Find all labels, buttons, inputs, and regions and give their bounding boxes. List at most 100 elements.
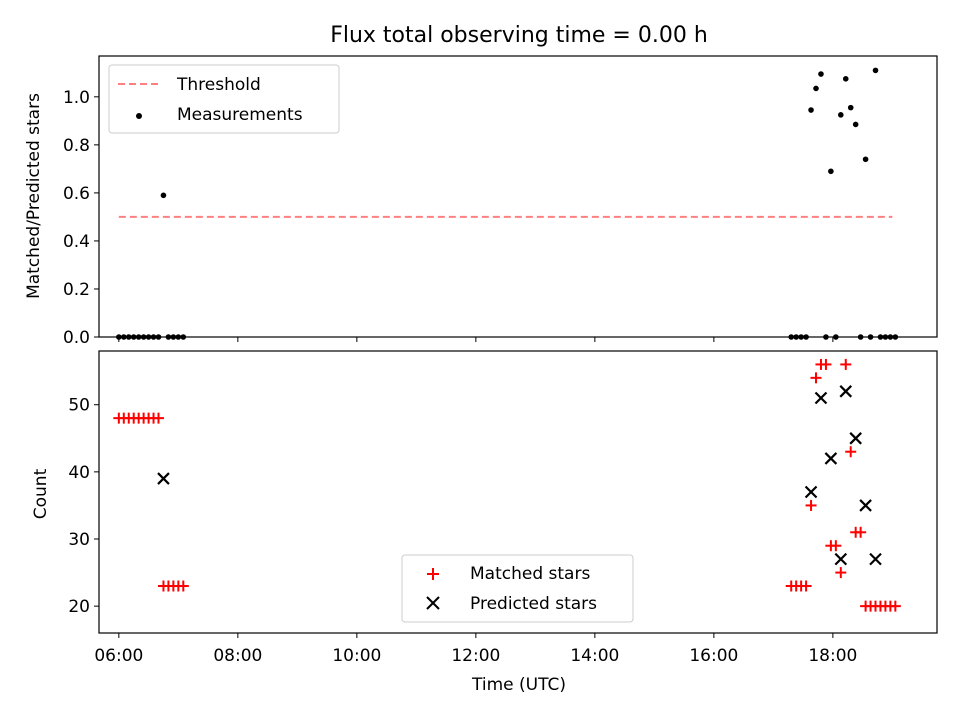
- top-plot-marks: [116, 67, 899, 340]
- measurement-point: [892, 334, 899, 340]
- predicted-star-stroke-b: [849, 432, 862, 445]
- measurement-point: [160, 192, 167, 199]
- bottom-y-tick-label: 30: [68, 530, 90, 550]
- predicted-star-stroke-b: [859, 499, 872, 512]
- matched-star-marker: [889, 600, 901, 612]
- measurement-point: [140, 334, 147, 340]
- top-y-tick-label: 0.2: [63, 280, 90, 300]
- measurement-point: [135, 334, 142, 340]
- measurement-point: [120, 334, 127, 340]
- matched-star-marker: [810, 372, 822, 384]
- matched-star-marker: [177, 580, 189, 592]
- legend-matched-label: Matched stars: [470, 564, 590, 584]
- top-y-tick-label: 0.8: [63, 136, 90, 156]
- bottom-x-tick-label: 06:00: [94, 646, 143, 666]
- measurement-point: [833, 334, 839, 340]
- legend-matched-swatch: [427, 568, 439, 580]
- predicted-star-marker: [869, 552, 882, 566]
- bottom-y-tick-label: 50: [68, 396, 90, 416]
- legend-threshold-label: Threshold: [176, 75, 261, 95]
- bottom-x-axis-label: Time (UTC): [471, 675, 566, 695]
- bottom-x-tick-label: 12:00: [451, 646, 500, 666]
- top-legend[interactable]: Threshold Measurements: [108, 64, 340, 134]
- top-panel-frame: [98, 55, 938, 338]
- measurement-point: [813, 85, 819, 92]
- measurement-point: [852, 121, 859, 128]
- predicted-star-marker: [834, 552, 848, 566]
- matched-star-marker: [835, 567, 847, 579]
- measurement-point: [155, 334, 162, 340]
- predicted-star-stroke-b: [804, 485, 818, 499]
- measurement-point: [180, 334, 187, 340]
- predicted-star-marker: [824, 452, 838, 465]
- predicted-star-stroke-b: [869, 552, 882, 566]
- bottom-y-tick-label: 40: [68, 463, 90, 483]
- bottom-x-axis-ticks: 06:00 08:00 10:00 12:00 14:00 16:00 18:00: [94, 633, 857, 666]
- measurement-point: [125, 334, 132, 340]
- bottom-y-axis-ticks: 20 30 40 50: [68, 396, 99, 617]
- measurement-point: [838, 112, 844, 118]
- measurement-point: [862, 156, 869, 163]
- measurement-point: [788, 334, 795, 340]
- measurement-point: [165, 334, 172, 340]
- bottom-x-tick-label: 10:00: [332, 646, 381, 666]
- measurement-point: [823, 334, 829, 340]
- measurement-point: [872, 67, 879, 74]
- measurement-point: [857, 334, 864, 340]
- predicted-star-stroke-b: [814, 391, 828, 405]
- measurement-point: [887, 334, 894, 340]
- measurement-point: [842, 76, 849, 82]
- top-y-tick-label: 0.6: [63, 184, 90, 204]
- bottom-y-tick-label: 20: [68, 597, 90, 617]
- matched-star-marker: [840, 358, 852, 370]
- matched-star-marker: [845, 446, 857, 458]
- bottom-y-axis-label: Count: [31, 468, 51, 519]
- predicted-star-marker: [859, 499, 872, 512]
- bottom-panel-frame: [98, 350, 938, 634]
- legend-measurements-swatch: [136, 113, 142, 119]
- measurement-point: [798, 334, 804, 340]
- measurement-point: [175, 334, 182, 340]
- top-y-tick-label: 1.0: [63, 88, 90, 108]
- top-y-tick-label: 0.4: [63, 232, 90, 252]
- measurement-point: [877, 334, 884, 340]
- legend-predicted-label: Predicted stars: [470, 594, 597, 614]
- bottom-x-tick-label: 08:00: [213, 646, 262, 666]
- predicted-star-marker: [814, 391, 828, 405]
- bottom-plot-marks: [113, 358, 901, 612]
- predicted-star-stroke-b: [839, 385, 853, 398]
- bottom-legend[interactable]: Matched stars Predicted stars: [401, 554, 634, 623]
- top-y-axis-label: Matched/Predicted stars: [24, 93, 44, 299]
- matched-star-marker: [805, 499, 817, 511]
- matched-star-marker: [855, 526, 867, 538]
- matched-star-marker: [800, 580, 812, 592]
- predicted-star-marker: [849, 432, 862, 445]
- measurement-point: [170, 334, 177, 340]
- predicted-star-stroke-b: [834, 552, 848, 566]
- bottom-x-tick-label: 14:00: [570, 646, 619, 666]
- bottom-panel: 20 30 40 50 06:00 08:00 10:00 12:00 14:00 16:00 1…: [31, 350, 938, 695]
- bottom-x-tick-label: 18:00: [808, 646, 857, 666]
- predicted-star-marker: [804, 485, 818, 499]
- top-panel: 0.0 0.2 0.4 0.6 0.8 1.0 Matched/Predicted sta…: [24, 55, 938, 348]
- predicted-star-marker: [839, 385, 853, 398]
- legend-predicted-swatch: [426, 596, 440, 610]
- measurement-point: [145, 334, 152, 340]
- measurement-point: [818, 71, 824, 77]
- measurement-point: [803, 334, 809, 340]
- matched-star-marker: [820, 358, 832, 370]
- bottom-x-tick-label: 16:00: [689, 646, 738, 666]
- predicted-star-stroke-b: [824, 452, 838, 465]
- measurement-point: [867, 334, 874, 340]
- chart-title: Flux total observing time = 0.00 h: [330, 23, 708, 48]
- measurement-point: [808, 107, 814, 113]
- top-y-tick-label: 0.0: [63, 328, 90, 348]
- measurement-point: [882, 334, 889, 340]
- predicted-star-stroke-b: [157, 472, 170, 485]
- measurement-point: [847, 104, 854, 111]
- bottom-legend-box: [401, 554, 634, 623]
- matched-star-marker: [830, 540, 842, 552]
- top-y-axis-ticks: 0.0 0.2 0.4 0.6 0.8 1.0: [63, 88, 99, 348]
- measurement-point: [793, 334, 799, 340]
